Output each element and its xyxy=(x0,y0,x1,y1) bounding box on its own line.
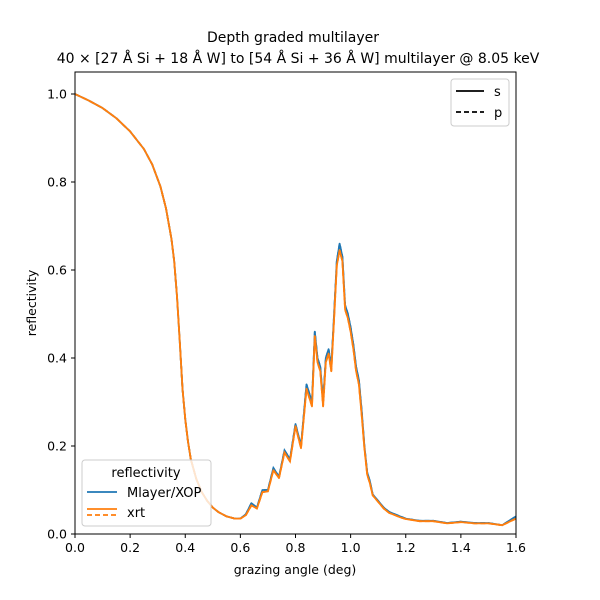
chart-title-line2: 40 × [27 Å Si + 18 Å W] to [54 Å Si + 36… xyxy=(57,50,540,67)
x-axis: 0.0 0.2 0.4 0.6 0.8 1.0 1.2 1.4 1.6 xyxy=(65,534,526,555)
series-line-xrt-p xyxy=(75,93,516,527)
x-tick-label: 1.0 xyxy=(341,540,361,555)
y-axis-label: reflectivity xyxy=(24,269,39,336)
style-legend: s p xyxy=(450,78,510,127)
y-axis: 0.0 0.2 0.4 0.6 0.8 1.0 xyxy=(47,87,75,542)
y-tick-label: 0.4 xyxy=(47,351,67,366)
y-tick-label: 0.6 xyxy=(47,263,67,278)
chart-title-line1: Depth graded multilayer xyxy=(207,30,379,46)
series-layer xyxy=(75,93,516,527)
style-legend-label-p: p xyxy=(494,106,502,121)
series-legend: reflectivity Mlayer/XOP xrt xyxy=(81,459,212,527)
x-tick-label: 1.6 xyxy=(506,540,526,555)
x-tick-label: 1.2 xyxy=(396,540,416,555)
x-tick-label: 0.2 xyxy=(120,540,140,555)
series-legend-label-mlayer: Mlayer/XOP xyxy=(127,486,202,501)
plot-area xyxy=(75,93,516,527)
y-tick-label: 0.8 xyxy=(47,175,67,190)
series-legend-title: reflectivity xyxy=(111,466,181,481)
x-tick-label: 0.6 xyxy=(230,540,250,555)
y-tick-label: 1.0 xyxy=(47,87,67,102)
style-legend-label-s: s xyxy=(494,85,501,100)
x-tick-label: 0.4 xyxy=(175,540,195,555)
x-tick-label: 0.0 xyxy=(65,540,85,555)
y-tick-label: 0.2 xyxy=(47,439,67,454)
series-legend-label-xrt: xrt xyxy=(127,506,145,521)
x-tick-label: 1.4 xyxy=(451,540,471,555)
x-axis-label: grazing angle (deg) xyxy=(234,562,357,577)
y-tick-label: 0.0 xyxy=(47,527,67,542)
x-tick-label: 0.8 xyxy=(286,540,306,555)
